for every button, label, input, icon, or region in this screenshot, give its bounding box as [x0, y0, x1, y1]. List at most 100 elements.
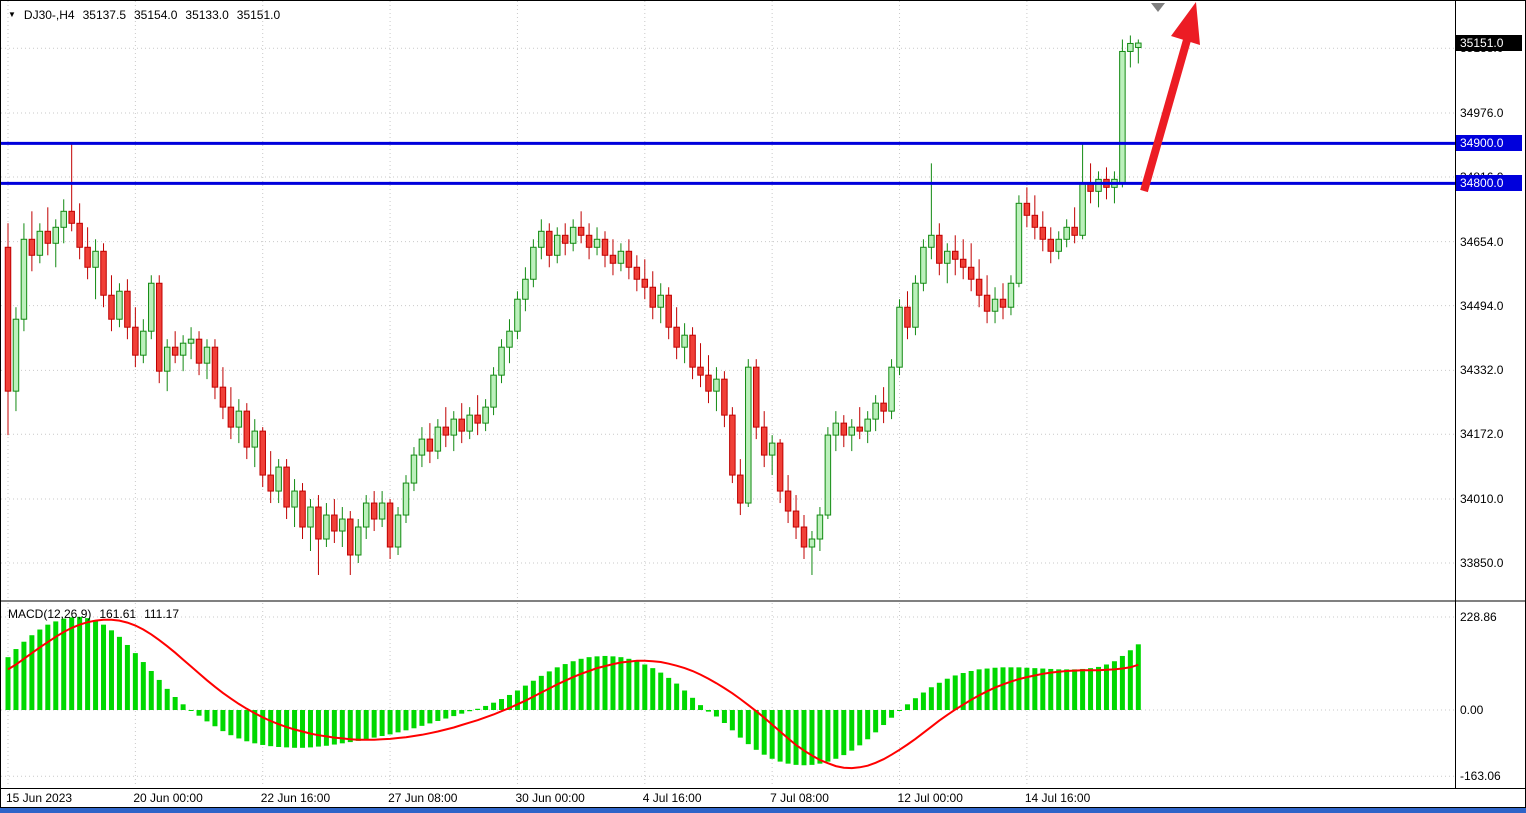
- time-tick-label: 4 Jul 16:00: [642, 791, 702, 805]
- macd-histogram-bar: [626, 658, 632, 710]
- macd-histogram-bar: [355, 710, 361, 741]
- candle-body: [474, 414, 481, 424]
- macd-histogram-bar: [204, 710, 210, 722]
- trend-arrow-shaft[interactable]: [1140, 38, 1191, 193]
- candle-body: [856, 426, 863, 432]
- candle-body: [896, 306, 903, 368]
- macd-histogram-bar: [1072, 669, 1078, 710]
- candle-body: [243, 410, 251, 448]
- candle-body: [800, 526, 808, 548]
- price-tick-label: 34976.0: [1460, 106, 1504, 120]
- candle-body: [267, 474, 274, 492]
- macd-histogram-bar: [682, 690, 688, 710]
- candle-body: [506, 330, 513, 348]
- macd-histogram-bar: [212, 710, 218, 727]
- ohlc-high-value: 35154.0: [134, 8, 178, 22]
- macd-histogram-bar: [506, 694, 512, 710]
- price-axis[interactable]: 35138.034976.034816.034654.034494.034332…: [1456, 0, 1526, 788]
- candle-body: [251, 430, 259, 448]
- macd-histogram-bar: [228, 710, 234, 736]
- macd-histogram-bar: [976, 669, 982, 710]
- candle-body: [768, 442, 776, 456]
- macd-histogram-bar: [809, 710, 815, 765]
- macd-histogram-bar: [45, 624, 51, 710]
- candle-body: [609, 254, 617, 264]
- macd-histogram-bar: [260, 710, 266, 745]
- candle-body: [1039, 226, 1047, 240]
- macd-histogram-bar: [411, 710, 417, 729]
- chart-shift-marker-icon[interactable]: [1151, 3, 1165, 12]
- macd-histogram-bar: [1032, 668, 1038, 710]
- macd-histogram-bar: [586, 657, 592, 710]
- macd-histogram-bar: [140, 662, 146, 710]
- candle-body: [936, 234, 943, 264]
- macd-histogram-bar: [570, 661, 576, 710]
- current-price-badge: 35151.0: [1456, 35, 1522, 52]
- candle-body: [1023, 202, 1031, 216]
- macd-histogram-bar: [21, 641, 27, 710]
- macd-histogram-bar: [881, 710, 887, 726]
- macd-histogram-bar: [467, 710, 473, 712]
- candle-body: [60, 210, 67, 228]
- candle-body: [36, 230, 44, 256]
- candle-body: [148, 282, 155, 332]
- macd-histogram-bar: [642, 664, 648, 710]
- macd-histogram-bar: [745, 710, 751, 745]
- candle-body: [792, 510, 800, 528]
- candle-body: [299, 490, 306, 528]
- price-tick-label: 34332.0: [1460, 363, 1504, 378]
- macd-histogram-bar: [379, 710, 385, 737]
- time-tick-label: 7 Jul 08:00: [770, 791, 829, 805]
- candle-body: [211, 346, 219, 388]
- macd-histogram-bar: [841, 710, 847, 756]
- macd-histogram-bar: [13, 649, 19, 710]
- time-tick-label: 20 Jun 00:00: [133, 791, 203, 805]
- macd-tick-label: 0.00: [1460, 703, 1484, 717]
- hline-price-badge: 34900.0: [1456, 135, 1522, 152]
- candle-body: [12, 318, 20, 392]
- candle-body: [179, 342, 187, 356]
- candle-body: [816, 514, 824, 540]
- candle-body: [362, 502, 370, 528]
- macd-histogram-bar: [785, 710, 791, 764]
- candle-body: [904, 306, 911, 328]
- time-tick-label: 22 Jun 16:00: [260, 791, 331, 805]
- macd-histogram-bar: [1127, 650, 1133, 710]
- macd-histogram-bar: [857, 710, 863, 746]
- candle-body: [1055, 238, 1062, 252]
- symbol-dropdown-icon[interactable]: ▼: [8, 10, 16, 19]
- candle-body: [657, 294, 664, 308]
- macd-histogram-bar: [451, 710, 457, 717]
- candle-body: [967, 266, 975, 280]
- trend-arrow-head-icon[interactable]: [1171, 2, 1200, 45]
- candle-body: [227, 406, 235, 428]
- candle-body: [689, 334, 696, 368]
- candle-body: [697, 366, 704, 376]
- macd-histogram-bar: [1096, 666, 1102, 710]
- candle-body: [673, 326, 680, 348]
- candle-body: [386, 502, 394, 548]
- candle-body: [928, 234, 935, 248]
- macd-histogram-bar: [395, 710, 401, 733]
- macd-histogram-bar: [873, 710, 879, 733]
- time-axis[interactable]: 15 Jun 2023 20 Jun 00:00 22 Jun 16:00 27 Ju…: [0, 789, 1456, 808]
- candle-body: [426, 438, 434, 452]
- candle-body: [729, 414, 736, 476]
- macd-histogram-bar: [1119, 655, 1125, 710]
- macd-histogram-bar: [323, 710, 329, 746]
- macd-signal-value: 111.17: [144, 607, 179, 621]
- macd-histogram-bar: [363, 710, 369, 740]
- macd-histogram-bar: [721, 710, 727, 724]
- candle-body: [219, 386, 227, 408]
- hline-price-badge: 34800.0: [1456, 175, 1522, 192]
- candle-body: [681, 334, 688, 348]
- macd-histogram-bar: [156, 679, 162, 710]
- candle-body: [235, 410, 243, 428]
- macd-histogram-bar: [554, 667, 560, 710]
- macd-histogram-bar: [562, 664, 568, 710]
- candle-body: [713, 378, 720, 392]
- candle-body: [450, 418, 458, 436]
- macd-histogram-bar: [984, 668, 990, 710]
- candle-body: [52, 226, 60, 244]
